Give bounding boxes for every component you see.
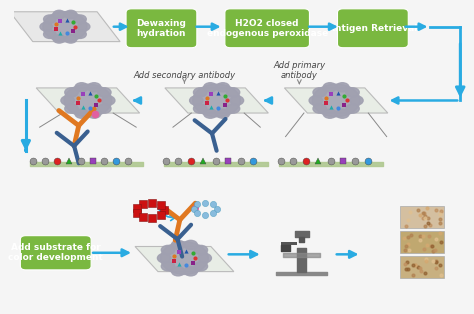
Text: Antigen Retrieval: Antigen Retrieval	[328, 24, 418, 33]
Circle shape	[227, 104, 240, 113]
Circle shape	[53, 10, 65, 19]
Circle shape	[193, 88, 207, 97]
Circle shape	[44, 30, 56, 38]
Circle shape	[216, 83, 229, 92]
Polygon shape	[281, 242, 297, 248]
Circle shape	[75, 109, 88, 118]
FancyBboxPatch shape	[401, 206, 444, 228]
Circle shape	[64, 35, 77, 43]
FancyBboxPatch shape	[20, 236, 91, 270]
Circle shape	[74, 30, 86, 38]
Circle shape	[88, 83, 101, 92]
Circle shape	[346, 88, 359, 97]
Polygon shape	[165, 88, 268, 113]
Text: Add primary
antibody: Add primary antibody	[273, 61, 326, 80]
Circle shape	[98, 88, 111, 97]
Circle shape	[157, 253, 171, 263]
Circle shape	[216, 109, 229, 118]
Circle shape	[194, 262, 208, 271]
Circle shape	[227, 88, 240, 97]
FancyBboxPatch shape	[401, 231, 444, 253]
Text: Add substrate for
color development: Add substrate for color development	[9, 243, 103, 263]
Circle shape	[204, 109, 217, 118]
Text: H2O2 closed
endogenous peroxidase: H2O2 closed endogenous peroxidase	[207, 19, 328, 38]
Circle shape	[193, 84, 240, 117]
Circle shape	[61, 96, 74, 105]
FancyBboxPatch shape	[401, 256, 444, 278]
Text: Dewaxing
hydration: Dewaxing hydration	[137, 19, 186, 38]
Polygon shape	[10, 12, 120, 41]
Circle shape	[172, 240, 185, 250]
Text: Add secondary antibody: Add secondary antibody	[133, 71, 236, 80]
Circle shape	[161, 245, 175, 255]
Circle shape	[43, 12, 87, 42]
Circle shape	[193, 104, 207, 113]
Polygon shape	[135, 246, 234, 272]
Circle shape	[161, 242, 209, 274]
Polygon shape	[284, 88, 388, 113]
Circle shape	[98, 104, 111, 113]
Circle shape	[161, 262, 175, 271]
Circle shape	[184, 267, 197, 276]
Circle shape	[198, 253, 211, 263]
Circle shape	[323, 83, 337, 92]
Circle shape	[204, 83, 217, 92]
FancyBboxPatch shape	[126, 9, 197, 48]
Circle shape	[65, 104, 78, 113]
Circle shape	[40, 23, 52, 31]
Circle shape	[53, 35, 65, 43]
Circle shape	[336, 83, 349, 92]
Circle shape	[44, 15, 56, 23]
Circle shape	[230, 96, 244, 105]
Circle shape	[64, 84, 112, 117]
Circle shape	[65, 88, 78, 97]
FancyBboxPatch shape	[337, 9, 408, 48]
Circle shape	[309, 96, 322, 105]
Polygon shape	[36, 88, 140, 113]
Circle shape	[350, 96, 363, 105]
Circle shape	[323, 109, 337, 118]
Circle shape	[346, 104, 359, 113]
Circle shape	[313, 104, 327, 113]
Circle shape	[190, 96, 203, 105]
Circle shape	[313, 88, 327, 97]
Circle shape	[78, 23, 90, 31]
Circle shape	[75, 83, 88, 92]
Circle shape	[336, 109, 349, 118]
Circle shape	[64, 10, 77, 19]
Circle shape	[88, 109, 101, 118]
Circle shape	[312, 84, 360, 117]
Circle shape	[74, 15, 86, 23]
Circle shape	[184, 240, 197, 250]
Circle shape	[101, 96, 115, 105]
FancyBboxPatch shape	[225, 9, 310, 48]
Circle shape	[194, 245, 208, 255]
Circle shape	[172, 267, 185, 276]
